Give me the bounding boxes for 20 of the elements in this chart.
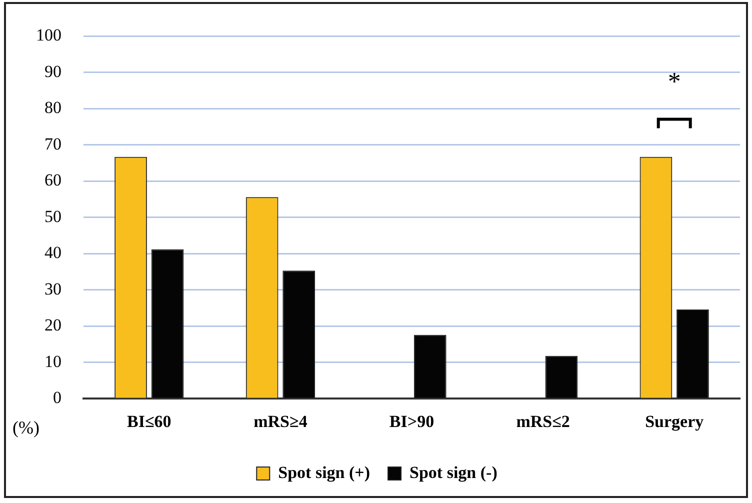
y-tick-label: 50 xyxy=(44,206,62,226)
x-tick-label: mRS≥4 xyxy=(254,412,308,432)
y-tick-label: 70 xyxy=(44,134,62,154)
y-tick-label: 0 xyxy=(53,388,62,408)
x-tick-label: Surgery xyxy=(645,412,704,432)
annotation: * xyxy=(668,67,681,96)
y-tick-label: 90 xyxy=(44,62,62,81)
legend-label: Spot sign (+) xyxy=(278,462,370,482)
y-tick-label: 40 xyxy=(44,243,62,262)
y-axis-title: (%) xyxy=(12,417,40,438)
y-tick-label: 100 xyxy=(36,26,62,45)
x-tick-label: mRS≤2 xyxy=(516,412,570,432)
x-tick-label: BI>90 xyxy=(389,412,434,432)
y-tick-label: 20 xyxy=(44,316,62,335)
y-tick-label: 60 xyxy=(44,170,62,190)
y-tick-label: 30 xyxy=(44,279,62,298)
x-tick-label: BI≤60 xyxy=(127,412,172,432)
y-tick-label: 80 xyxy=(44,98,62,118)
y-tick-label: 10 xyxy=(44,352,62,371)
legend-label: Spot sign (-) xyxy=(410,462,498,482)
